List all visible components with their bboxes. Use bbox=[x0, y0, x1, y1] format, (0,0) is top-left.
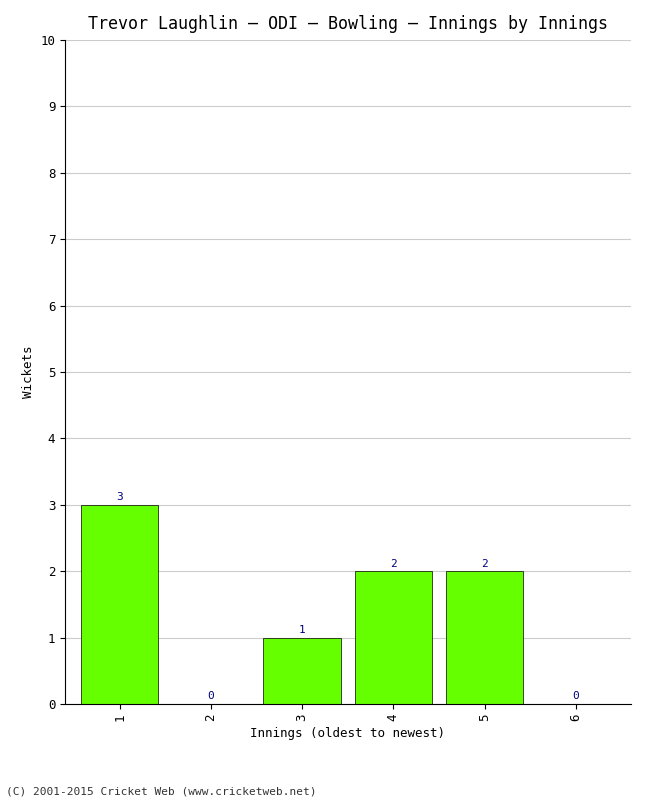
Text: 0: 0 bbox=[207, 691, 214, 702]
Text: 1: 1 bbox=[299, 625, 305, 635]
Bar bbox=[263, 638, 341, 704]
X-axis label: Innings (oldest to newest): Innings (oldest to newest) bbox=[250, 726, 445, 740]
Bar bbox=[446, 571, 523, 704]
Text: 0: 0 bbox=[573, 691, 579, 702]
Text: (C) 2001-2015 Cricket Web (www.cricketweb.net): (C) 2001-2015 Cricket Web (www.cricketwe… bbox=[6, 786, 317, 796]
Title: Trevor Laughlin – ODI – Bowling – Innings by Innings: Trevor Laughlin – ODI – Bowling – Inning… bbox=[88, 15, 608, 33]
Text: 3: 3 bbox=[116, 492, 123, 502]
Bar bbox=[81, 505, 159, 704]
Text: 2: 2 bbox=[390, 558, 396, 569]
Y-axis label: Wickets: Wickets bbox=[21, 346, 34, 398]
Text: 2: 2 bbox=[481, 558, 488, 569]
Bar bbox=[355, 571, 432, 704]
